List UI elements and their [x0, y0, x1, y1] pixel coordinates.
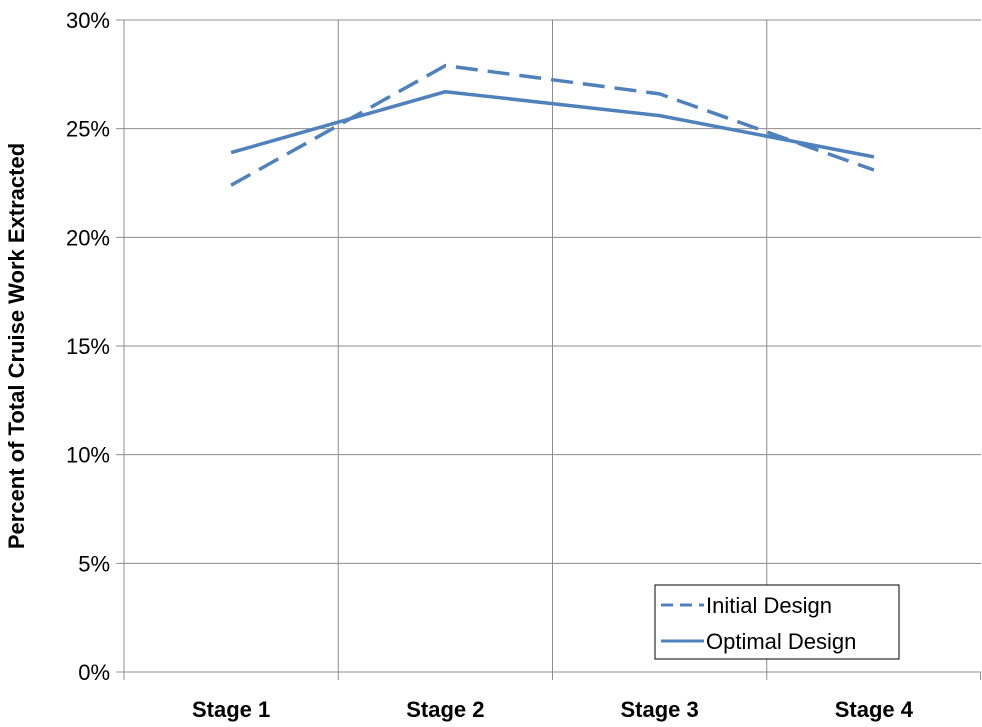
y-tick-label: 0% [78, 660, 110, 685]
y-tick-label: 5% [78, 551, 110, 576]
grid-lines [124, 20, 981, 672]
legend-label-optimal-design: Optimal Design [706, 629, 856, 654]
x-category-label: Stage 2 [406, 697, 484, 722]
y-axis-title: Percent of Total Cruise Work Extracted [4, 143, 29, 549]
x-category-label: Stage 4 [835, 697, 914, 722]
axes [116, 20, 981, 680]
x-category-label: Stage 1 [192, 697, 270, 722]
legend-label-initial-design: Initial Design [706, 593, 832, 618]
y-tick-label: 15% [66, 334, 110, 359]
legend: Initial Design Optimal Design [655, 585, 899, 659]
x-category-label: Stage 3 [620, 697, 698, 722]
y-tick-label: 25% [66, 117, 110, 142]
y-tick-label: 30% [66, 8, 110, 33]
y-tick-label: 20% [66, 225, 110, 250]
y-tick-label: 10% [66, 443, 110, 468]
